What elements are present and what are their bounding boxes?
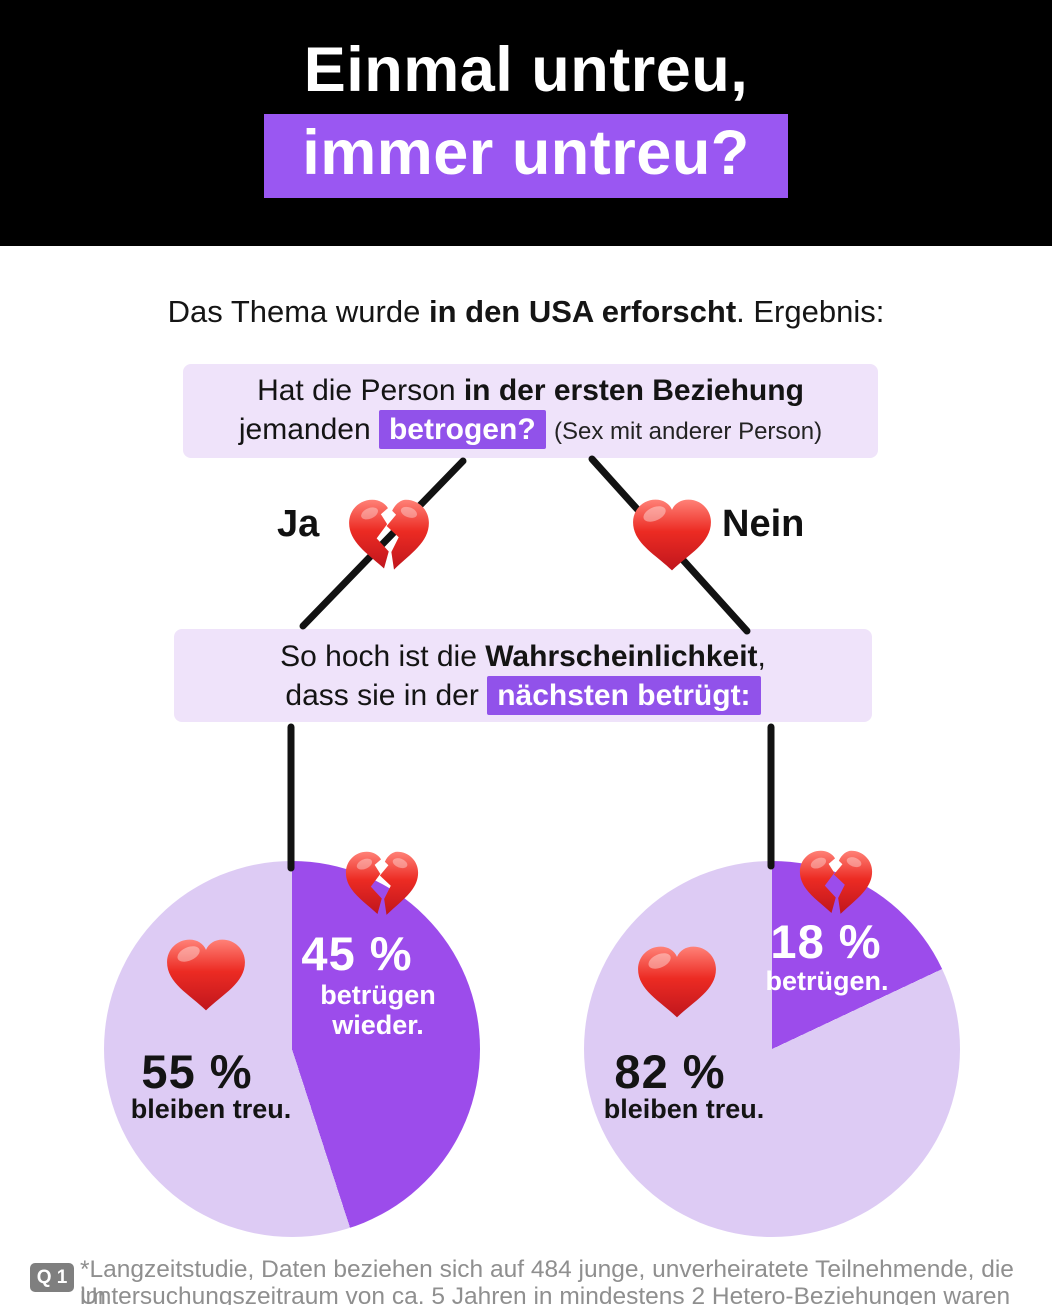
betrogen-highlight: betrogen? [378, 410, 546, 449]
intro-bold: in den USA erforscht [428, 294, 737, 329]
intro-post: . Ergebnis: [736, 294, 885, 329]
pie-nein-cheat-label: betrügen. [765, 966, 889, 996]
pie-nein-cheat-percent: 18 % [770, 915, 882, 968]
pie-ja-cheat-percent: 45 % [301, 927, 413, 980]
intro-pre: Das Thema wurde [167, 294, 429, 329]
pie-ja-faithful-percent: 55 % [141, 1045, 253, 1098]
question-line2: jemanden betrogen? (Sex mit anderer Pers… [239, 410, 822, 451]
broken-heart-icon [798, 848, 874, 920]
question-line1: Hat die Person in der ersten Beziehung [257, 371, 804, 410]
question-note: (Sex mit anderer Person) [554, 418, 823, 445]
broken-heart-icon [344, 849, 420, 921]
question-box: Hat die Person in der ersten Beziehung j… [183, 364, 878, 458]
heart-icon [631, 497, 713, 574]
header-banner: Einmal untreu, immer untreu? [0, 0, 1052, 246]
probability-line1-pre: So hoch ist die [280, 639, 486, 673]
branch-label-ja: Ja [277, 503, 320, 545]
intro-text: Das Thema wurde in den USA erforscht. Er… [0, 294, 1052, 330]
pie-nein-faithful-label: bleiben treu. [603, 1094, 765, 1124]
broken-heart-icon [347, 497, 431, 576]
naechsten-betruegt-highlight: nächsten betrügt: [487, 675, 761, 715]
pie-ja-cheat-label: betrügen wieder. [320, 980, 436, 1041]
question-line1-bold: in der ersten Beziehung [463, 374, 804, 407]
question-line2-pre: jemanden [238, 413, 379, 446]
probability-line2: dass sie in der nächsten betrügt: [285, 675, 761, 715]
pie-chart-nein [584, 861, 960, 1237]
footnote-line1: *Langzeitstudie, Daten beziehen sich auf… [80, 1256, 1014, 1305]
pie-nein-faithful-percent: 82 % [614, 1045, 726, 1098]
pie-ja-faithful-label: bleiben treu. [130, 1094, 292, 1124]
branch-label-nein: Nein [722, 503, 805, 545]
title-line2-wrap: immer untreu? [0, 114, 1052, 199]
probability-line1-post: , [757, 639, 766, 673]
title-line2-highlight: immer untreu? [264, 114, 788, 199]
heart-icon [636, 944, 718, 1021]
question-line1-pre: Hat die Person [257, 374, 464, 407]
source-badge: Q 1 [30, 1263, 74, 1292]
probability-line1-bold: Wahrscheinlichkeit [485, 639, 758, 673]
title-line1: Einmal untreu, [303, 35, 749, 105]
pie-chart-ja [104, 861, 480, 1237]
heart-icon [165, 937, 247, 1014]
probability-line1: So hoch ist die Wahrscheinlichkeit, [280, 637, 766, 676]
footnote-line2: Untersuchungszeitraum von ca. 5 Jahren i… [80, 1283, 1011, 1305]
probability-box: So hoch ist die Wahrscheinlichkeit, dass… [174, 629, 872, 722]
probability-line2-pre: dass sie in der [285, 678, 488, 712]
